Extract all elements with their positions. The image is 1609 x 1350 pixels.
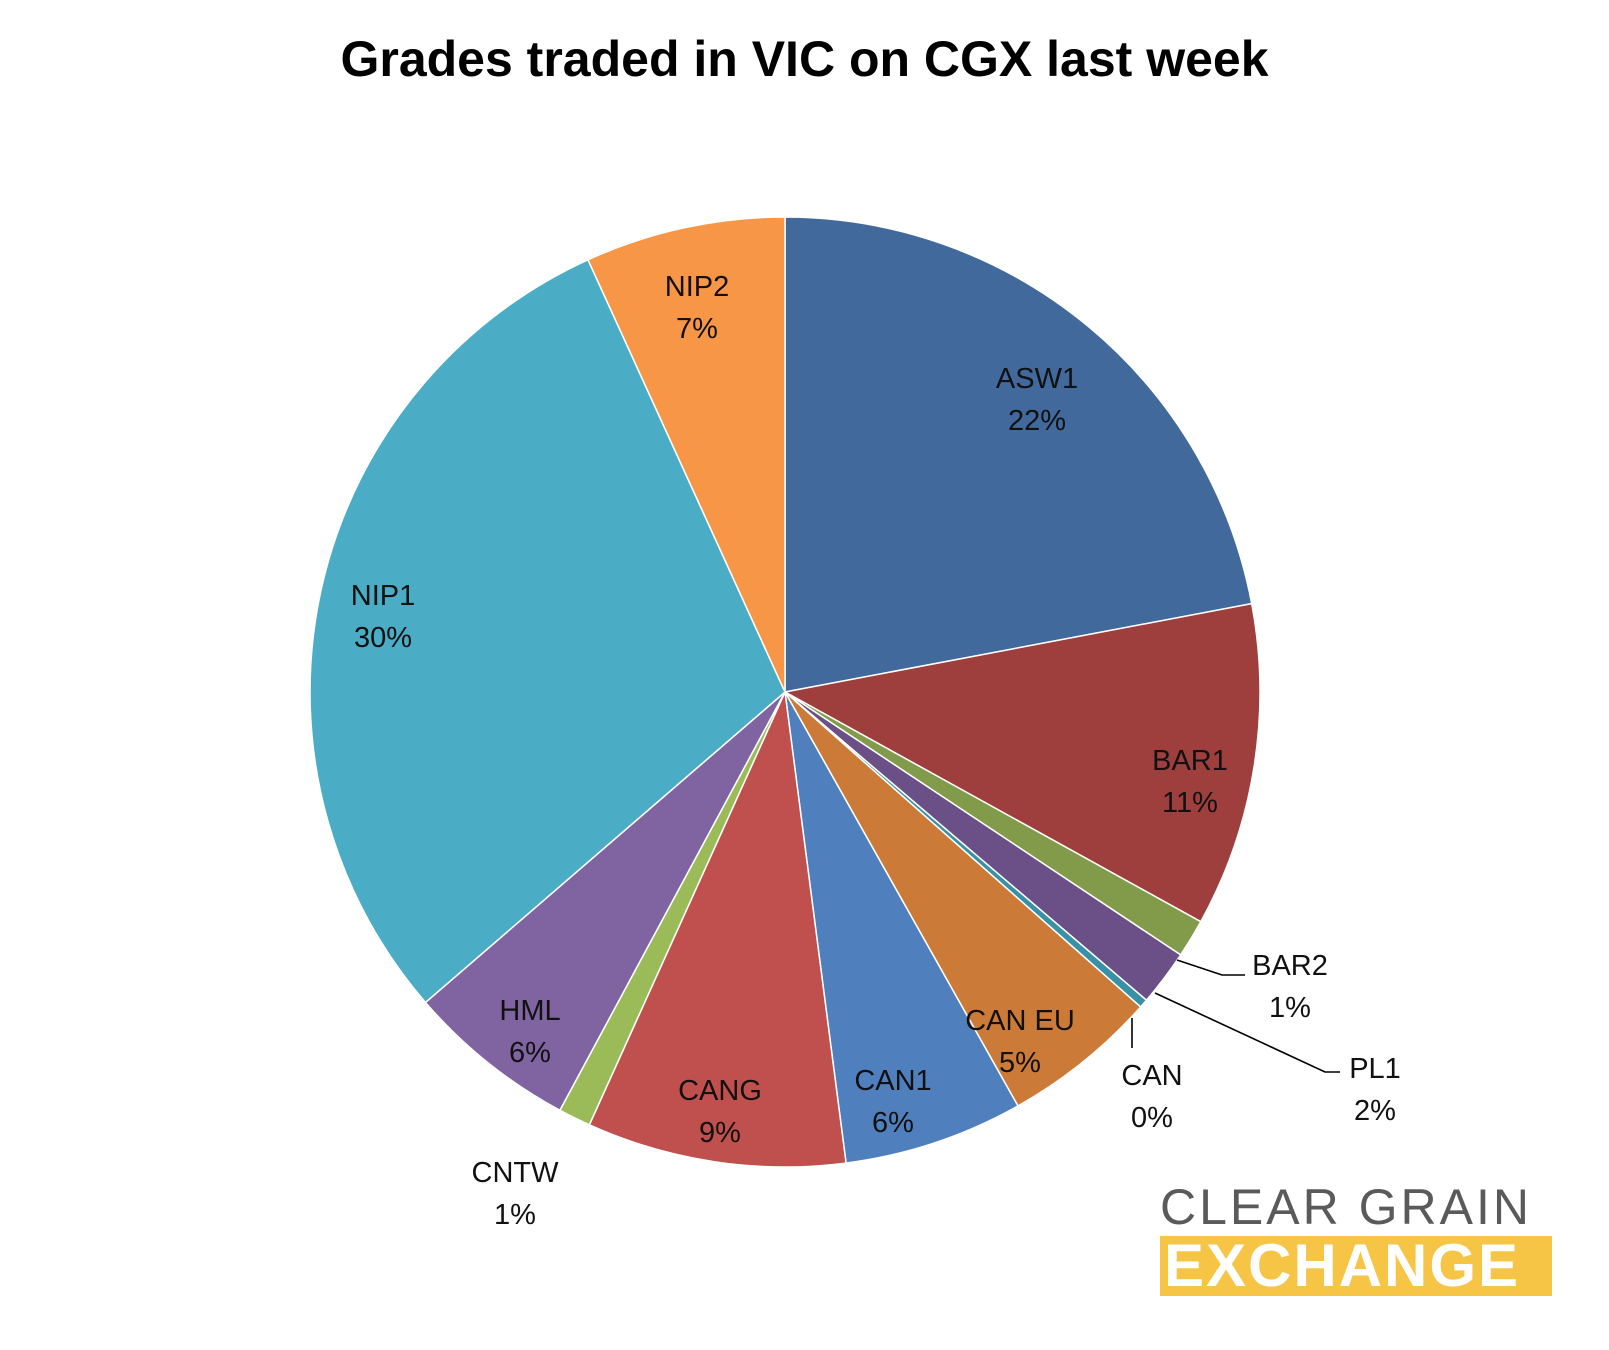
slice-label-can-eu: CAN EU (965, 1005, 1075, 1037)
pie-slice-nip1 (309, 258, 786, 1004)
slice-label-bar2: BAR2 (1252, 950, 1328, 982)
leader-line-bar2 (1176, 959, 1245, 976)
pie-slice-nip2 (586, 216, 786, 693)
slice-label-asw1: ASW1 (996, 363, 1078, 395)
leader-line-pl1 (1154, 992, 1340, 1073)
logo-line1: CLEAR GRAIN (1160, 1179, 1532, 1235)
slice-value-label-bar2: 1% (1269, 992, 1311, 1024)
slice-label-can: CAN (1121, 1060, 1182, 1092)
slice-label-cntw: CNTW (472, 1157, 560, 1189)
slice-value-label-nip2: 7% (676, 313, 718, 345)
slice-value-label-asw1: 22% (1008, 405, 1066, 437)
slice-label-nip1: NIP1 (351, 580, 415, 612)
slice-label-pl1: PL1 (1349, 1053, 1401, 1085)
clear-grain-exchange-logo: CLEAR GRAIN EXCHANGE (1160, 1180, 1552, 1296)
slice-label-can1: CAN1 (854, 1065, 931, 1097)
slice-value-label-cntw: 1% (494, 1199, 536, 1231)
pie-slice-hml (424, 691, 786, 1112)
slice-value-label-hml: 6% (509, 1037, 551, 1069)
slice-value-label-pl1: 2% (1354, 1095, 1396, 1127)
pie-slice-bar1 (782, 602, 1261, 923)
slice-label-cang: CANG (678, 1075, 762, 1107)
slice-value-label-can-eu: 5% (999, 1047, 1041, 1079)
slice-label-hml: HML (499, 995, 560, 1027)
slice-label-bar1: BAR1 (1152, 745, 1228, 777)
pie-slice-asw1 (784, 216, 1253, 693)
chart-title: Grades traded in VIC on CGX last week (340, 31, 1269, 87)
pie-slice-can-eu (784, 691, 1142, 1107)
pie-slice-cang (588, 689, 847, 1168)
pie-slice-can1 (784, 691, 1019, 1164)
slice-value-label-bar1: 11% (1162, 787, 1218, 819)
slice-value-label-can: 0% (1131, 1102, 1173, 1134)
slice-value-label-nip1: 30% (354, 622, 412, 654)
slice-value-label-can1: 6% (872, 1107, 914, 1139)
slice-value-label-cang: 9% (699, 1117, 741, 1149)
logo-line2: EXCHANGE (1160, 1236, 1552, 1296)
slice-label-nip2: NIP2 (665, 271, 729, 303)
